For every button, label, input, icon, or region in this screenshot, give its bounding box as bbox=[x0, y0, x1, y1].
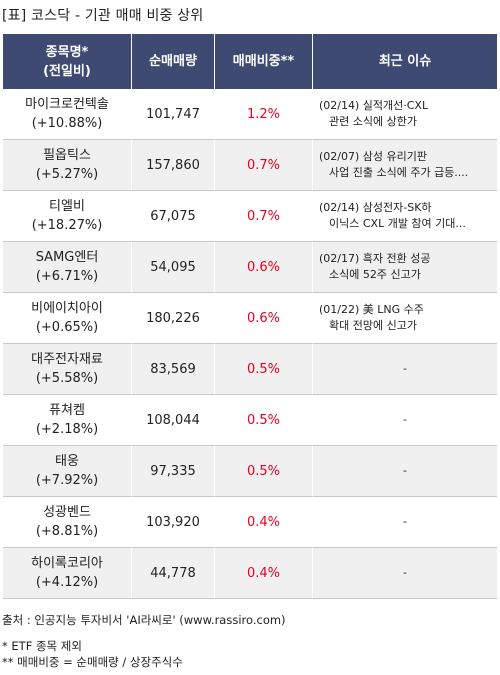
trading-ratio: 0.7% bbox=[215, 191, 313, 242]
net-volume: 67,075 bbox=[132, 191, 215, 242]
recent-issue: - bbox=[313, 395, 497, 446]
stock-name: 마이크로컨텍솔 bbox=[25, 97, 109, 112]
issue-line-2: 확대 전망에 신고가 bbox=[329, 319, 417, 332]
stock-change: (+2.18%) bbox=[35, 422, 99, 437]
issue-line-2: 이닉스 CXL 개발 참여 기대... bbox=[329, 217, 466, 230]
net-volume: 44,778 bbox=[132, 548, 215, 599]
stock-name: 비에이치아이 bbox=[31, 301, 103, 316]
table-row: 하이록코리아 (+4.12%) 44,778 0.4% - bbox=[3, 548, 497, 599]
issue-line-2: 사업 진출 소식에 주가 급등.... bbox=[329, 166, 469, 179]
table-row: 필옵틱스 (+5.27%) 157,860 0.7% (02/07) 삼성 유리기판 사업… bbox=[3, 140, 497, 191]
trading-ratio: 0.4% bbox=[215, 497, 313, 548]
stock-name: 필옵틱스 bbox=[43, 148, 91, 163]
stock-name-cell: 대주전자재료 (+5.58%) bbox=[3, 344, 132, 395]
trading-ratio: 1.2% bbox=[215, 89, 313, 140]
stock-name-cell: SAMG엔터 (+6.71%) bbox=[3, 242, 132, 293]
net-volume: 97,335 bbox=[132, 446, 215, 497]
net-volume: 180,226 bbox=[132, 293, 215, 344]
trading-ratio: 0.6% bbox=[215, 242, 313, 293]
stock-name: SAMG엔터 bbox=[35, 250, 99, 265]
issue-line-1: (02/14) 실적개선·CXL bbox=[319, 99, 429, 112]
header-name-line1: 종목명* bbox=[45, 44, 89, 60]
stock-name: 성광벤드 bbox=[43, 505, 91, 520]
stock-name-cell: 티엘비 (+18.27%) bbox=[3, 191, 132, 242]
table-row: 비에이치아이 (+0.65%) 180,226 0.6% (01/22) 美 LNG 수… bbox=[3, 293, 497, 344]
net-volume: 54,095 bbox=[132, 242, 215, 293]
trading-ratio: 0.5% bbox=[215, 446, 313, 497]
net-volume: 101,747 bbox=[132, 89, 215, 140]
trading-ratio: 0.5% bbox=[215, 344, 313, 395]
trading-ratio: 0.5% bbox=[215, 395, 313, 446]
stock-change: (+10.88%) bbox=[31, 116, 103, 131]
net-volume: 83,569 bbox=[132, 344, 215, 395]
stock-name: 티엘비 bbox=[49, 199, 85, 214]
stock-change: (+8.81%) bbox=[35, 524, 99, 539]
issue-line-2: 관련 소식에 상한가 bbox=[329, 115, 417, 128]
header-name: 종목명* (전일비) bbox=[3, 34, 132, 89]
header-volume: 순매매량 bbox=[132, 34, 215, 89]
stock-name-cell: 태웅 (+7.92%) bbox=[3, 446, 132, 497]
header-issue: 최근 이슈 bbox=[313, 34, 497, 89]
stock-change: (+5.27%) bbox=[35, 167, 99, 182]
issue-line-2: 소식에 52주 신고가 bbox=[329, 268, 421, 281]
net-volume: 108,044 bbox=[132, 395, 215, 446]
issue-line-1: (02/17) 흑자 전환 성공 bbox=[319, 252, 431, 265]
recent-issue: - bbox=[313, 548, 497, 599]
header-ratio: 매매비중** bbox=[215, 34, 313, 89]
stock-change: (+4.12%) bbox=[35, 575, 99, 590]
stock-name: 태웅 bbox=[55, 454, 79, 469]
stock-name: 하이록코리아 bbox=[31, 556, 103, 571]
stock-name: 퓨쳐켐 bbox=[49, 403, 85, 418]
stock-change: (+5.58%) bbox=[35, 371, 99, 386]
net-volume: 157,860 bbox=[132, 140, 215, 191]
issue-line-1: (02/07) 삼성 유리기판 bbox=[319, 150, 427, 163]
table-row: 성광벤드 (+8.81%) 103,920 0.4% - bbox=[3, 497, 497, 548]
trading-ratio: 0.7% bbox=[215, 140, 313, 191]
table-row: 퓨쳐켐 (+2.18%) 108,044 0.5% - bbox=[3, 395, 497, 446]
table-row: 마이크로컨텍솔 (+10.88%) 101,747 1.2% (02/14) 실적개선·… bbox=[3, 89, 497, 140]
issue-line-1: (02/14) 삼성전자-SK하 bbox=[319, 201, 432, 214]
page-title: [표] 코스닥 - 기관 매매 비중 상위 bbox=[2, 8, 204, 24]
recent-issue: (02/14) 실적개선·CXL 관련 소식에 상한가 bbox=[313, 89, 497, 140]
stock-name-cell: 마이크로컨텍솔 (+10.88%) bbox=[3, 89, 132, 140]
trading-ratio: 0.6% bbox=[215, 293, 313, 344]
header-name-line2: (전일비) bbox=[43, 63, 91, 79]
source-note: 출처 : 인공지능 투자비서 'AI라씨로' (www.rassiro.com) bbox=[2, 613, 286, 627]
ratio-definition-note: ** 매매비중 = 순매매량 / 상장주식수 bbox=[2, 655, 183, 669]
stock-name-cell: 비에이치아이 (+0.65%) bbox=[3, 293, 132, 344]
stock-change: (+18.27%) bbox=[31, 218, 103, 233]
stock-name-cell: 퓨쳐켐 (+2.18%) bbox=[3, 395, 132, 446]
stock-change: (+7.92%) bbox=[35, 473, 99, 488]
stock-name: 대주전자재료 bbox=[31, 352, 103, 367]
stock-name-cell: 필옵틱스 (+5.27%) bbox=[3, 140, 132, 191]
stock-name-cell: 성광벤드 (+8.81%) bbox=[3, 497, 132, 548]
stock-change: (+6.71%) bbox=[35, 269, 99, 284]
institution-trading-table: 종목명* (전일비) 순매매량 매매비중** 최근 이슈 마이크로컨텍솔 (+10… bbox=[3, 34, 497, 599]
recent-issue: - bbox=[313, 344, 497, 395]
table-row: 대주전자재료 (+5.58%) 83,569 0.5% - bbox=[3, 344, 497, 395]
recent-issue: - bbox=[313, 446, 497, 497]
table-header-row: 종목명* (전일비) 순매매량 매매비중** 최근 이슈 bbox=[3, 34, 497, 89]
etf-note: * ETF 종목 제외 bbox=[2, 639, 82, 653]
trading-ratio: 0.4% bbox=[215, 548, 313, 599]
issue-line-1: (01/22) 美 LNG 수주 bbox=[319, 303, 424, 316]
recent-issue: - bbox=[313, 497, 497, 548]
stock-change: (+0.65%) bbox=[35, 320, 99, 335]
stock-name-cell: 하이록코리아 (+4.12%) bbox=[3, 548, 132, 599]
table-row: 티엘비 (+18.27%) 67,075 0.7% (02/14) 삼성전자-SK하 이닉… bbox=[3, 191, 497, 242]
table-row: 태웅 (+7.92%) 97,335 0.5% - bbox=[3, 446, 497, 497]
net-volume: 103,920 bbox=[132, 497, 215, 548]
table-row: SAMG엔터 (+6.71%) 54,095 0.6% (02/17) 흑자 전환 성공… bbox=[3, 242, 497, 293]
